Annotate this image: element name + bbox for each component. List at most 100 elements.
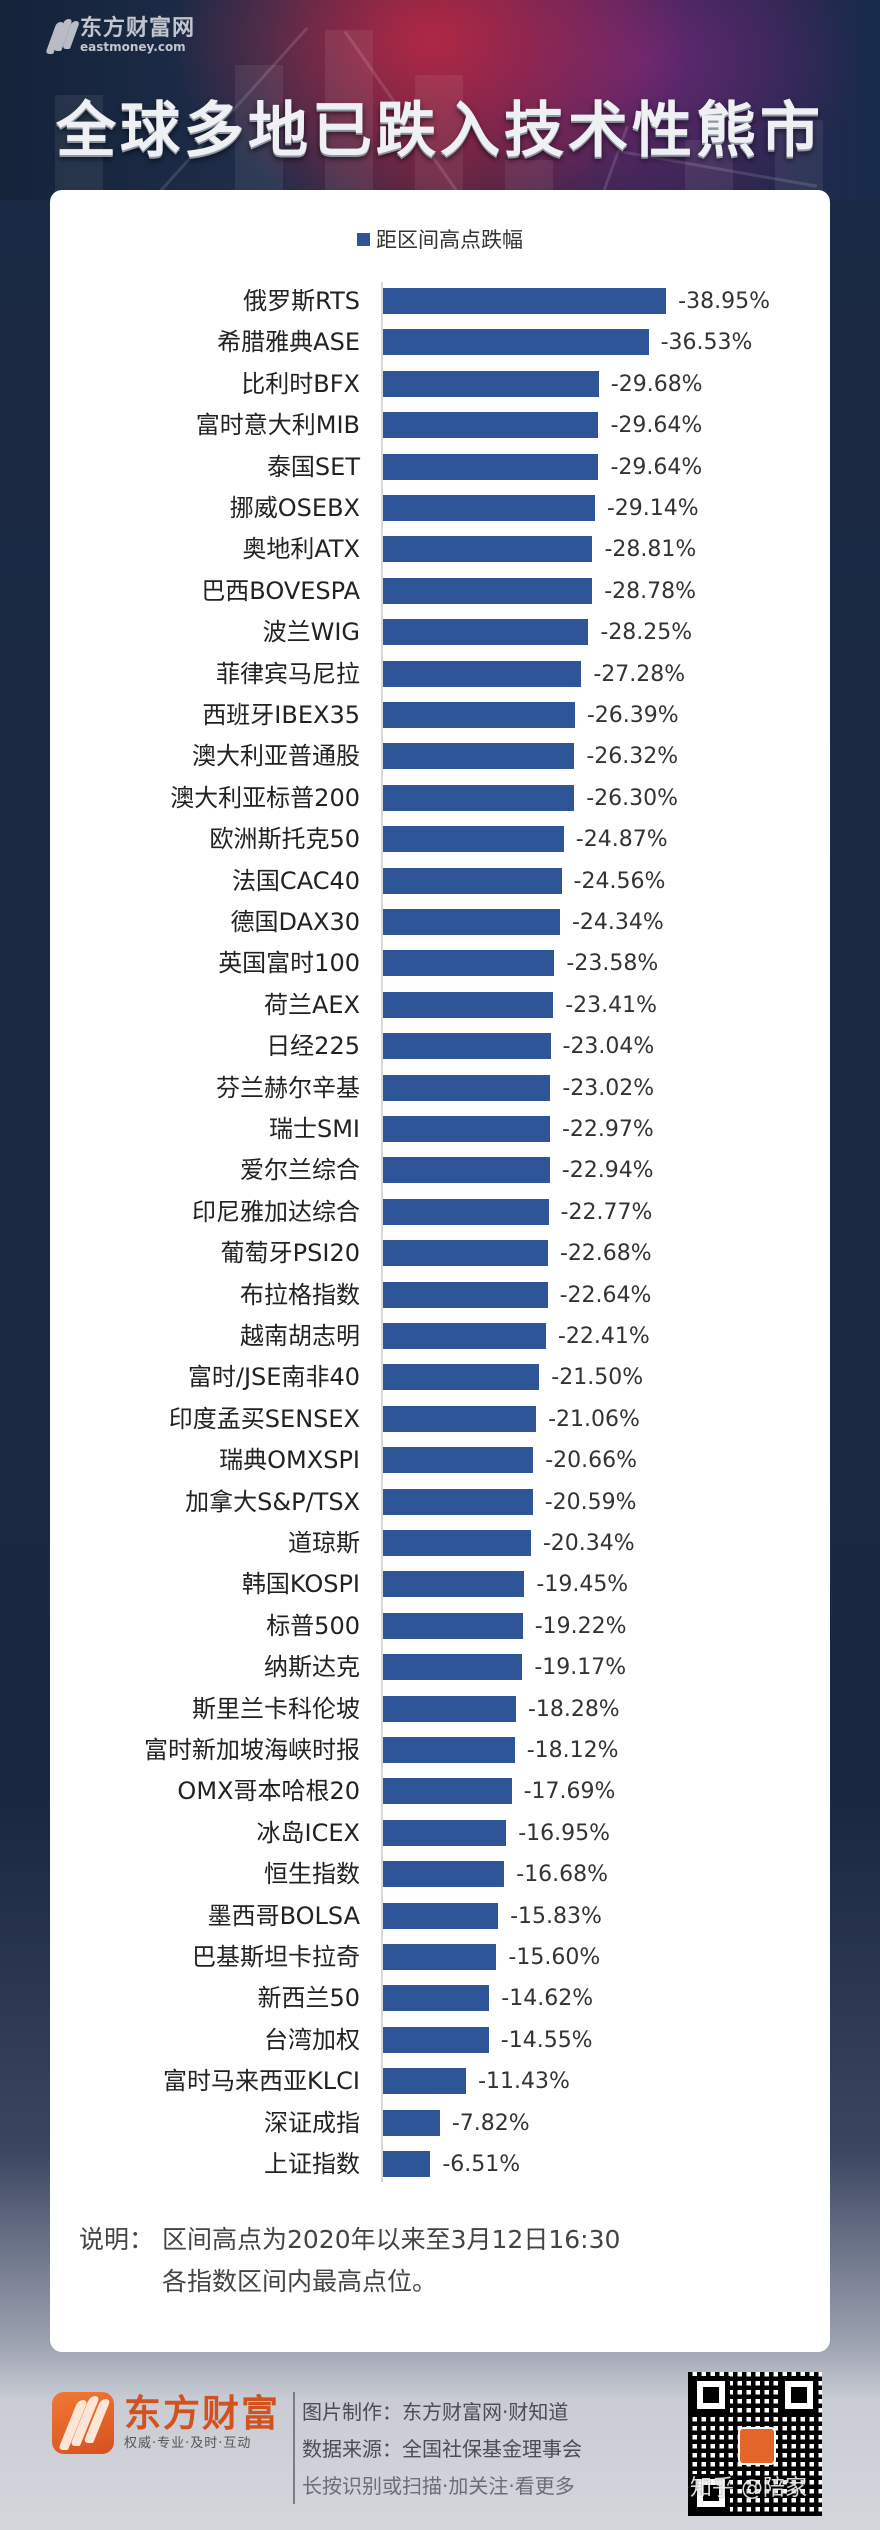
bar-value-label: -19.22%	[534, 1613, 627, 1639]
bar	[383, 288, 667, 314]
bar-value-label: -22.68%	[559, 1241, 652, 1267]
bar-row: 新西兰50 -14.62%	[50, 1978, 830, 2019]
bar-row: 台湾加权 -14.55%	[50, 2020, 830, 2061]
bar-value-label: -28.81%	[604, 537, 697, 563]
bar-value-label: -28.25%	[600, 620, 693, 646]
bar-category-label: 标普500	[266, 1611, 360, 1640]
bar-category-label: 巴西BOVESPA	[201, 576, 360, 605]
bar-category-label: 澳大利亚标普200	[170, 783, 360, 812]
bar-category-label: 西班牙IBEX35	[202, 701, 360, 729]
bar	[383, 991, 554, 1018]
chart-legend: 距区间高点跌幅	[50, 224, 830, 254]
bar-category-label: 冰岛ICEX	[256, 1818, 360, 1847]
bar-value-label: -16.95%	[518, 1820, 611, 1846]
bar-row: OMX哥本哈根20 -17.69%	[50, 1771, 830, 1812]
bar-value-label: -22.94%	[561, 1158, 654, 1184]
bar-row: 越南胡志明 -22.41%	[50, 1316, 830, 1357]
bar-value-label: -11.43%	[478, 2069, 570, 2095]
bar-value-label: -23.02%	[562, 1075, 655, 1101]
brand-slogan: 权威·专业·及时·互动	[124, 2436, 252, 2451]
bar-value-label: -19.17%	[534, 1655, 627, 1681]
bar-value-label: -24.34%	[571, 910, 664, 935]
bar-category-label: 英国富时100	[218, 949, 360, 978]
bar-category-label: 印度孟买SENSEX	[168, 1404, 360, 1433]
bar-value-label: -38.95%	[678, 289, 770, 314]
bar-category-label: 法国CAC40	[231, 866, 360, 895]
bar-category-label: 菲律宾马尼拉	[216, 659, 360, 688]
bar-category-label: 富时新加坡海峡时报	[144, 1736, 360, 1764]
bar	[383, 619, 589, 646]
bar-value-label: -7.82%	[451, 2110, 530, 2136]
bar-category-label: 芬兰赫尔辛基	[216, 1073, 360, 1102]
footer: 东方财富 权威·专业·及时·互动 图片制作：东方财富网·财知道 数据来源：全国社…	[0, 2352, 880, 2530]
note-line-1: 说明： 区间高点为2020年以来至3月12日16:30	[50, 2220, 620, 2256]
bar-category-label: 道琼斯	[288, 1529, 360, 1557]
bar	[383, 1240, 548, 1267]
bar-category-label: 比利时BFX	[241, 369, 360, 398]
bar-row: 瑞士SMI -22.97%	[50, 1109, 830, 1150]
bar-value-label: -29.64%	[610, 413, 703, 439]
bar-category-label: 瑞士SMI	[268, 1115, 360, 1143]
bar	[383, 784, 575, 811]
bar-row: 菲律宾马尼拉 -27.28%	[50, 654, 830, 695]
bar-value-label: -22.41%	[557, 1324, 650, 1349]
bar-value-label: -23.58%	[566, 951, 659, 977]
bar-row: 恒生指数 -16.68%	[50, 1854, 830, 1895]
bar	[383, 1737, 515, 1763]
bar	[383, 1323, 546, 1349]
bar-row: 富时/JSE南非40 -21.50%	[50, 1357, 830, 1398]
bar	[383, 495, 595, 521]
credit-line-producer: 图片制作：东方财富网·财知道	[302, 2400, 569, 2424]
bar-category-label: 纳斯达克	[264, 1653, 360, 1682]
bar-value-label: -6.51%	[442, 2152, 521, 2177]
credit-line-cta: 长按识别或扫描·加关注·看更多	[302, 2474, 575, 2498]
bar-value-label: -36.53%	[660, 330, 753, 356]
bar-value-label: -20.59%	[544, 1489, 637, 1515]
bar-row: 布拉格指数 -22.64%	[50, 1275, 830, 1316]
bar-value-label: -19.45%	[536, 1572, 629, 1598]
bar	[383, 1778, 512, 1805]
qr-finder-icon	[780, 2376, 818, 2414]
bar-value-label: -14.62%	[501, 1986, 594, 2012]
bar-row: 德国DAX30 -24.34%	[50, 902, 830, 943]
bar	[383, 867, 562, 894]
bar-value-label: -23.41%	[565, 992, 658, 1018]
watermark: 知乎 @陪家	[690, 2476, 807, 2501]
page-title: 全球多地已跌入技术性熊市	[56, 96, 824, 166]
header-banner: 东方财富网 eastmoney.com 全球多地已跌入技术性熊市	[0, 0, 880, 200]
bar-row: 深证成指 -7.82%	[50, 2103, 830, 2144]
bar	[383, 412, 599, 439]
qr-code[interactable]	[688, 2372, 822, 2516]
bar-category-label: 韩国KOSPI	[241, 1570, 360, 1599]
bar	[383, 1902, 499, 1929]
bar-value-label: -18.12%	[526, 1738, 619, 1763]
bar-value-label: -16.68%	[516, 1862, 609, 1888]
bar-category-label: 深证成指	[264, 2108, 360, 2137]
bar-category-label: 泰国SET	[266, 452, 360, 481]
note-text-1: 区间高点为2020年以来至3月12日16:30	[162, 2225, 621, 2254]
bar-row: 墨西哥BOLSA -15.83%	[50, 1896, 830, 1937]
brand-block: 东方财富 权威·专业·及时·互动	[52, 2392, 280, 2454]
bar-value-label: -21.50%	[551, 1365, 644, 1391]
decorative-bar	[775, 120, 823, 200]
bar	[383, 1654, 523, 1681]
bar-row: 爱尔兰综合 -22.94%	[50, 1150, 830, 1191]
bar-value-label: -26.30%	[586, 785, 679, 811]
chart-card: 距区间高点跌幅 俄罗斯RTS -38.95% 希腊雅典ASE -36.53% 比利时BF…	[50, 190, 830, 2352]
bar	[383, 743, 575, 770]
bar-row: 希腊雅典ASE -36.53%	[50, 322, 830, 363]
bar-row: 道琼斯 -20.34%	[50, 1523, 830, 1564]
bar-row: 荷兰AEX -23.41%	[50, 985, 830, 1026]
bar	[383, 1944, 497, 1970]
bar-category-label: 加拿大S&P/TSX	[185, 1487, 360, 1516]
bar-row: 斯里兰卡科伦坡 -18.28%	[50, 1689, 830, 1730]
bar-value-label: -24.87%	[575, 827, 668, 853]
bar-row: 韩国KOSPI -19.45%	[50, 1564, 830, 1605]
bar-value-label: -22.77%	[560, 1199, 653, 1225]
bar-row: 欧洲斯托克50 -24.87%	[50, 819, 830, 860]
bar-category-label: 德国DAX30	[230, 908, 360, 936]
bar	[383, 909, 560, 935]
decorative-bar	[55, 95, 103, 200]
bar-row: 日经225 -23.04%	[50, 1026, 830, 1067]
bar	[383, 370, 599, 397]
